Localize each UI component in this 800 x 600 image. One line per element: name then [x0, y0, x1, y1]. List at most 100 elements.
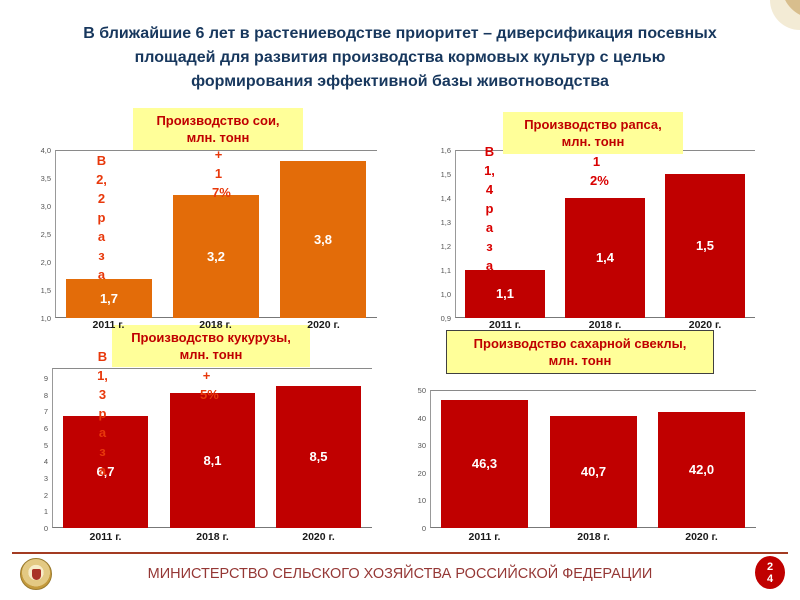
slide-title-line-1: В ближайшие 6 лет в растениеводстве прио…: [83, 25, 717, 42]
chart-title-box: Производство кукурузы, млн. тонн: [112, 325, 310, 367]
y-axis-tick-label: 3: [43, 474, 48, 483]
footer-divider: [12, 552, 788, 554]
bar-value-label: 46,3: [471, 456, 498, 471]
growth-annotation: В 1,3 раза: [97, 349, 108, 478]
y-axis-tick-label: 8: [43, 391, 48, 400]
x-axis-category-label: 2020 г.: [688, 319, 722, 331]
bar: [170, 393, 255, 528]
bar: [173, 195, 259, 318]
page-number-badge: 24: [755, 556, 785, 589]
x-axis-category-label: 2020 г.: [307, 319, 340, 331]
bar-value-label: 3,2: [206, 249, 226, 264]
y-axis-tick-label: 6: [43, 424, 48, 433]
bar-value-label: 8,1: [203, 453, 222, 468]
chart-title-line: млн. тонн: [561, 134, 625, 149]
bar: [565, 198, 645, 318]
y-axis-tick-label: 2: [43, 491, 48, 500]
y-axis-tick-label: 1,5: [40, 286, 51, 295]
chart-title-box: Производство сахарной свеклы, млн. тонн: [446, 330, 714, 374]
y-axis-tick-label: 1,0: [440, 290, 451, 299]
chart-title-line: млн. тонн: [548, 353, 612, 368]
x-axis-category-label: 2011 г.: [89, 531, 122, 543]
y-axis-tick-label: 1,4: [440, 194, 451, 203]
y-axis-tick-label: 1,2: [440, 242, 451, 251]
footer-ministry-text: МИНИСТЕРСТВО СЕЛЬСКОГО ХОЗЯЙСТВА РОССИЙС…: [147, 566, 653, 582]
y-axis-tick-label: 3,0: [40, 202, 51, 211]
chart-title-line: млн. тонн: [179, 347, 243, 362]
chart-title-line: Производство кукурузы,: [131, 330, 291, 345]
chart-title-box: Производство рапса, млн. тонн: [503, 112, 683, 154]
bar: [276, 386, 361, 528]
y-axis-tick-label: 0,9: [440, 314, 451, 323]
chart-title-line: Производство рапса,: [524, 117, 662, 132]
slide-title-line-3: формирования эффективной базы животновод…: [191, 73, 609, 90]
y-axis-tick-label: 0: [421, 524, 426, 533]
y-axis-tick-label: 40: [417, 414, 426, 423]
bar-value-label: 8,5: [309, 449, 328, 464]
x-axis-category-label: 2011 г.: [468, 531, 501, 543]
chart-title-line: млн. тонн: [186, 130, 250, 145]
y-axis-tick-label: 5: [43, 441, 48, 450]
y-axis-tick-label: 3,5: [40, 174, 51, 183]
y-axis-tick-label: 1,1: [440, 266, 451, 275]
y-axis-tick-label: 7: [43, 407, 48, 416]
bar-value-label: 1,5: [695, 238, 715, 253]
chart-title-line: Производство сахарной свеклы,: [473, 336, 687, 351]
bar-value-label: 1,1: [495, 286, 515, 301]
y-axis-tick-label: 1,6: [440, 146, 451, 155]
bar: [66, 279, 152, 318]
y-axis-tick-label: 4,0: [40, 146, 51, 155]
y-axis-tick-label: 9: [43, 374, 48, 383]
x-axis-category-label: 2018 г.: [577, 531, 610, 543]
y-axis-tick-label: 4: [43, 457, 48, 466]
x-axis-category-label: 2020 г.: [302, 531, 335, 543]
bar: [280, 161, 366, 318]
growth-annotation: +17%: [212, 147, 231, 200]
y-axis-tick-label: 1,3: [440, 218, 451, 227]
y-axis-tick-label: 1,5: [440, 170, 451, 179]
y-axis-tick-label: 30: [417, 441, 426, 450]
y-axis-tick-label: 1,0: [40, 314, 51, 323]
bar: [550, 416, 637, 528]
ministry-logo-emblem-icon: [32, 569, 41, 580]
bar-value-label: 6,7: [96, 464, 115, 479]
ministry-logo: [20, 558, 52, 590]
growth-annotation: В 2,2 раза: [96, 153, 107, 282]
bar-value-label: 1,4: [595, 250, 615, 265]
bar-value-label: 1,7: [99, 291, 119, 306]
chart-title-box: Производство сои, млн. тонн: [133, 108, 303, 150]
bar-value-label: 3,8: [313, 232, 333, 247]
x-axis-category-label: 2018 г.: [588, 319, 622, 331]
bar-value-label: 42,0: [688, 462, 715, 477]
y-axis-tick-label: 2,5: [40, 230, 51, 239]
bar: [63, 416, 148, 528]
y-axis-tick-label: 50: [417, 386, 426, 395]
y-axis-tick-label: 20: [417, 469, 426, 478]
slide-title-line-2: площадей для развития производства кормо…: [134, 49, 666, 66]
growth-annotation: В 1,4 раза: [484, 144, 495, 273]
page-number: 24: [766, 560, 774, 585]
y-axis-tick-label: 10: [417, 496, 426, 505]
x-axis-category-label: 2018 г.: [199, 319, 232, 331]
chart-title-line: Производство сои,: [156, 113, 280, 128]
growth-annotation: 12%: [590, 154, 609, 188]
x-axis-category-label: 2020 г.: [685, 531, 718, 543]
slide-title: В ближайшие 6 лет в растениеводстве прио…: [40, 22, 760, 94]
bar: [441, 400, 528, 528]
bar-value-label: 40,7: [580, 464, 607, 479]
growth-annotation: +5%: [200, 368, 219, 402]
bar: [658, 412, 745, 528]
x-axis-category-label: 2011 г.: [489, 319, 521, 331]
bar: [665, 174, 745, 318]
x-axis-category-label: 2018 г.: [196, 531, 229, 543]
x-axis-category-label: 2011 г.: [92, 319, 125, 331]
y-axis-tick-label: 0: [43, 524, 48, 533]
y-axis-tick-label: 2,0: [40, 258, 51, 267]
bar: [465, 270, 545, 318]
y-axis-tick-label: 1: [43, 507, 48, 516]
